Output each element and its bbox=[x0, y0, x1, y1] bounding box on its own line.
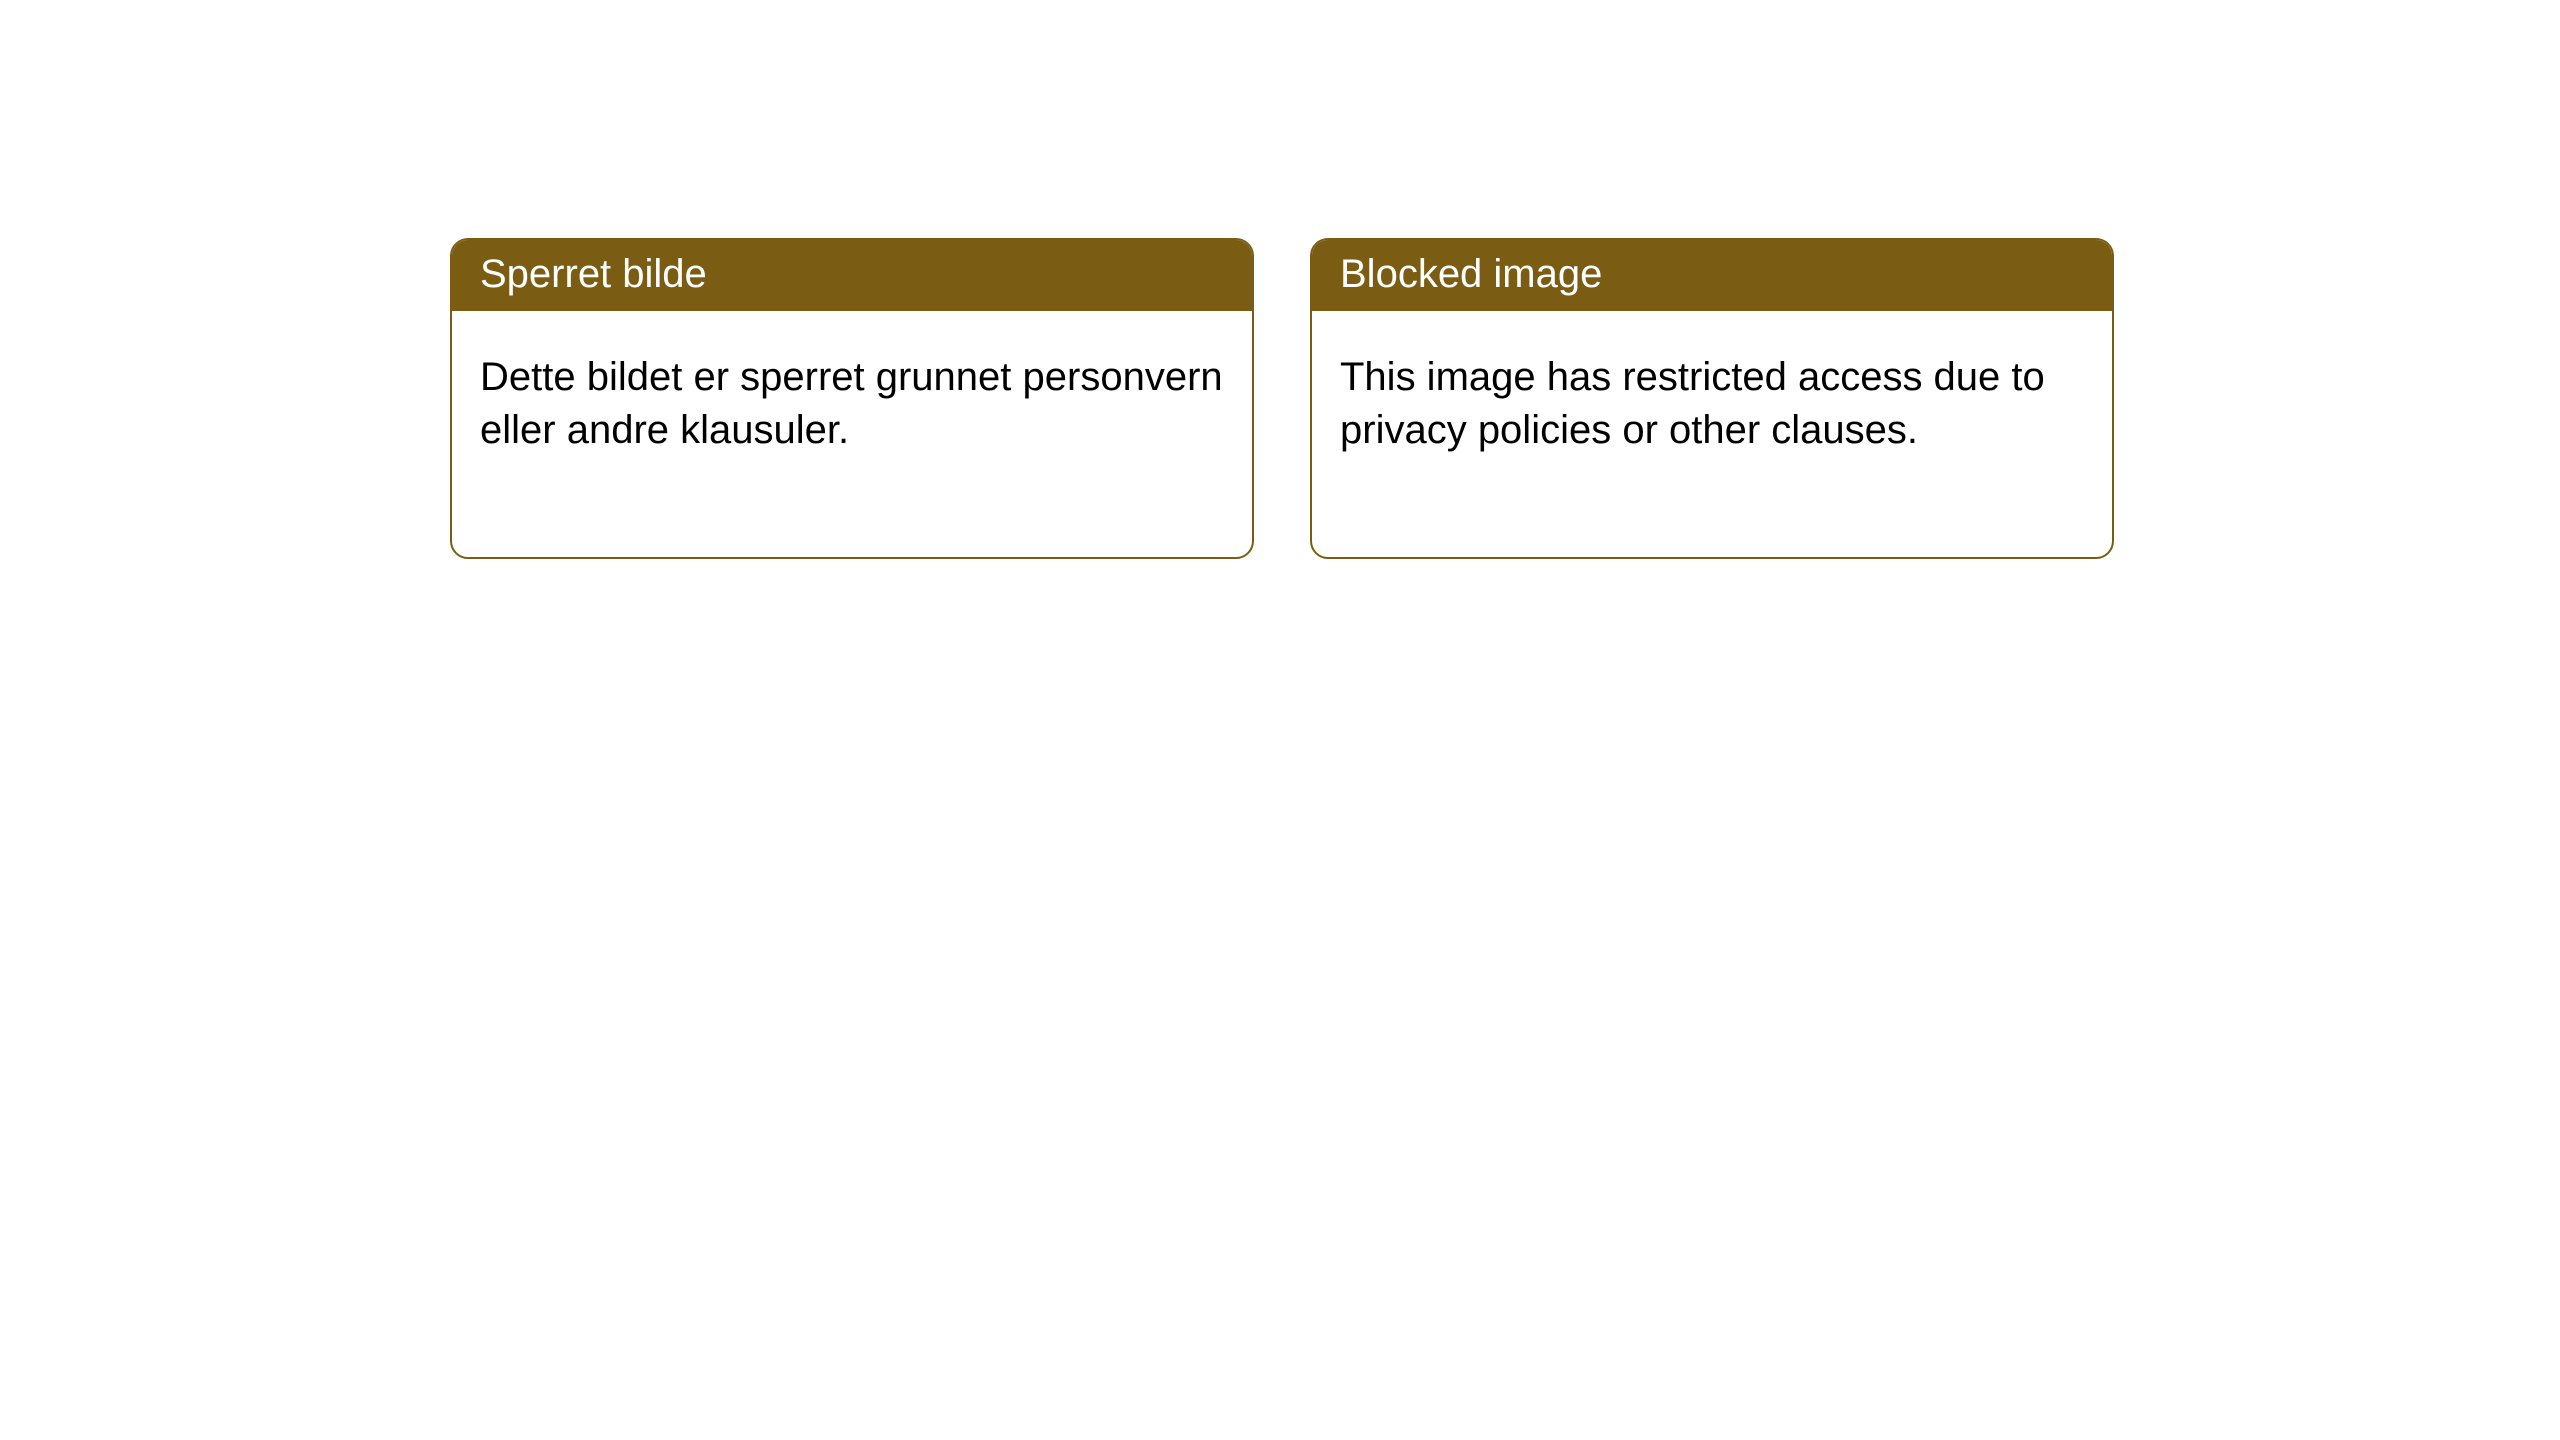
card-header-text: Blocked image bbox=[1340, 252, 1602, 296]
card-body-en: This image has restricted access due to … bbox=[1312, 311, 2112, 557]
cards-container: Sperret bilde Dette bildet er sperret gr… bbox=[0, 0, 2560, 559]
blocked-image-card-no: Sperret bilde Dette bildet er sperret gr… bbox=[450, 238, 1254, 559]
card-header-en: Blocked image bbox=[1312, 240, 2112, 311]
card-body-text: This image has restricted access due to … bbox=[1340, 355, 2045, 452]
card-header-no: Sperret bilde bbox=[452, 240, 1252, 311]
blocked-image-card-en: Blocked image This image has restricted … bbox=[1310, 238, 2114, 559]
card-body-no: Dette bildet er sperret grunnet personve… bbox=[452, 311, 1252, 557]
card-header-text: Sperret bilde bbox=[480, 252, 707, 296]
card-body-text: Dette bildet er sperret grunnet personve… bbox=[480, 355, 1223, 452]
